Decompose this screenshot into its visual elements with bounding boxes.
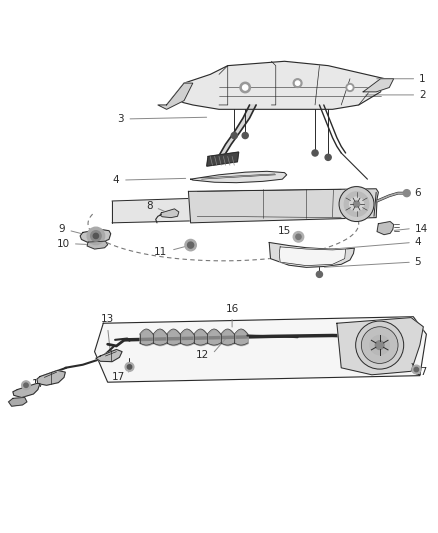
Circle shape xyxy=(339,187,374,222)
Polygon shape xyxy=(80,229,111,243)
Circle shape xyxy=(344,192,369,216)
Circle shape xyxy=(312,150,318,156)
Text: 2: 2 xyxy=(419,90,426,100)
Text: 12: 12 xyxy=(196,350,209,360)
Polygon shape xyxy=(207,152,239,166)
Text: 4: 4 xyxy=(113,175,120,185)
Circle shape xyxy=(242,133,248,139)
Text: 17: 17 xyxy=(415,367,428,377)
Text: 3: 3 xyxy=(117,114,124,124)
Circle shape xyxy=(231,133,237,139)
Circle shape xyxy=(240,82,251,93)
Text: 17: 17 xyxy=(112,372,125,382)
Circle shape xyxy=(243,85,248,90)
Text: 5: 5 xyxy=(415,257,421,267)
Circle shape xyxy=(187,242,194,248)
Text: 4: 4 xyxy=(415,238,421,247)
Polygon shape xyxy=(337,318,424,375)
Circle shape xyxy=(414,367,419,372)
Text: 11: 11 xyxy=(154,247,167,257)
Text: 16: 16 xyxy=(226,304,239,313)
Circle shape xyxy=(316,271,322,277)
Circle shape xyxy=(91,231,101,241)
Polygon shape xyxy=(9,398,27,406)
Circle shape xyxy=(87,227,105,245)
Polygon shape xyxy=(87,241,108,249)
Polygon shape xyxy=(95,317,426,382)
Circle shape xyxy=(296,234,301,239)
Circle shape xyxy=(295,81,300,85)
Polygon shape xyxy=(166,61,385,109)
Polygon shape xyxy=(269,243,354,268)
Circle shape xyxy=(370,335,389,354)
Polygon shape xyxy=(279,247,346,265)
Text: 6: 6 xyxy=(415,188,421,198)
Circle shape xyxy=(412,365,421,374)
Text: 10: 10 xyxy=(57,239,70,249)
Text: 13: 13 xyxy=(101,314,114,324)
Polygon shape xyxy=(37,370,65,385)
Circle shape xyxy=(375,341,384,350)
Circle shape xyxy=(325,154,331,160)
Polygon shape xyxy=(112,192,376,223)
Polygon shape xyxy=(188,189,378,223)
Circle shape xyxy=(293,231,304,242)
Polygon shape xyxy=(363,79,394,92)
Text: 9: 9 xyxy=(59,224,65,234)
Circle shape xyxy=(356,321,404,369)
Circle shape xyxy=(127,365,132,369)
Circle shape xyxy=(125,362,134,372)
Circle shape xyxy=(361,327,398,364)
Text: 8: 8 xyxy=(146,201,152,211)
Circle shape xyxy=(185,239,196,251)
Polygon shape xyxy=(158,83,193,109)
Text: 15: 15 xyxy=(278,225,291,236)
Polygon shape xyxy=(160,209,179,217)
Circle shape xyxy=(24,383,28,387)
Circle shape xyxy=(93,233,99,239)
Text: 1: 1 xyxy=(419,74,426,84)
Text: 14: 14 xyxy=(415,223,428,233)
Circle shape xyxy=(293,79,302,87)
Circle shape xyxy=(21,381,30,390)
Polygon shape xyxy=(96,350,122,362)
Text: 17: 17 xyxy=(32,378,46,389)
Circle shape xyxy=(348,85,352,90)
Circle shape xyxy=(353,201,360,207)
Polygon shape xyxy=(377,222,394,235)
Circle shape xyxy=(350,197,364,211)
Polygon shape xyxy=(219,105,256,156)
Circle shape xyxy=(403,190,410,197)
Polygon shape xyxy=(13,384,40,398)
Polygon shape xyxy=(191,171,287,183)
Circle shape xyxy=(346,84,354,92)
